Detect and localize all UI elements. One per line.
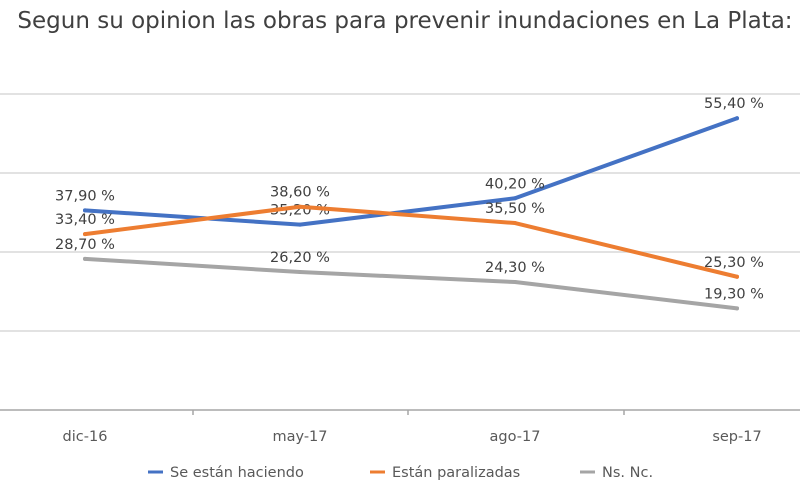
data-point	[83, 232, 87, 237]
data-point	[298, 204, 302, 209]
data-label: 40,20 %	[485, 176, 545, 192]
data-label: 37,90 %	[55, 188, 115, 204]
x-tick-label: sep-17	[712, 429, 761, 445]
data-label: 25,30 %	[704, 255, 764, 271]
data-point	[298, 270, 302, 275]
data-label: 28,70 %	[55, 237, 115, 253]
data-point	[513, 221, 517, 226]
data-label: 35,50 %	[485, 201, 545, 217]
legend-label: Se están haciendo	[170, 465, 304, 481]
x-tick-label: may-17	[272, 429, 327, 445]
data-point	[735, 116, 739, 121]
data-point	[83, 208, 87, 213]
data-label: 24,30 %	[485, 260, 545, 276]
data-label: 33,40 %	[55, 212, 115, 228]
legend-label: Ns. Nc.	[602, 465, 653, 481]
data-point	[83, 256, 87, 261]
data-label: 55,40 %	[704, 96, 764, 112]
series-line	[83, 116, 739, 227]
data-label: 19,30 %	[704, 286, 764, 302]
series-line	[83, 204, 739, 279]
data-point	[513, 196, 517, 201]
data-point	[735, 306, 739, 311]
data-point	[735, 274, 739, 279]
legend-label: Están paralizadas	[392, 465, 520, 481]
data-label: 38,60 %	[270, 185, 330, 201]
chart-title: Segun su opinion las obras para prevenir…	[17, 8, 793, 34]
data-point	[298, 222, 302, 227]
series-line	[83, 256, 739, 311]
data-point	[513, 280, 517, 285]
x-tick-label: ago-17	[490, 429, 541, 445]
data-label: 26,20 %	[270, 250, 330, 266]
x-tick-label: dic-16	[63, 429, 108, 445]
